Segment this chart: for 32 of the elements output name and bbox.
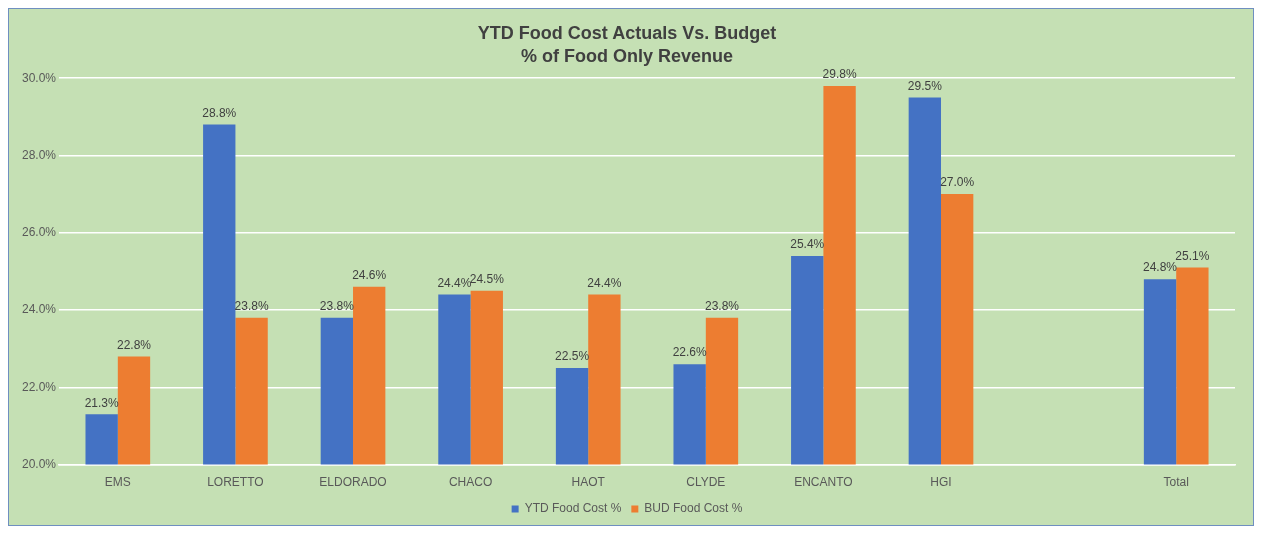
x-tick-label: ENCANTO	[794, 475, 853, 490]
data-label: 28.8%	[202, 105, 237, 120]
data-label: 29.5%	[907, 78, 943, 93]
y-tick-label: 30.0%	[21, 70, 57, 85]
x-tick-label: ELDORADO	[319, 475, 387, 490]
y-tick-label: 24.0%	[21, 302, 57, 317]
legend-label: BUD Food Cost %	[644, 501, 743, 516]
data-label: 24.6%	[352, 268, 387, 283]
x-tick-label: EMS	[104, 475, 131, 490]
data-label: 22.8%	[116, 337, 152, 352]
data-label: 25.4%	[790, 237, 825, 252]
x-tick-label: CHACO	[448, 475, 493, 490]
data-label: 24.8%	[1143, 260, 1178, 275]
data-label: 29.8%	[822, 67, 857, 82]
data-label: 25.1%	[1175, 248, 1210, 263]
y-tick-label: 26.0%	[21, 225, 57, 240]
data-label: 24.4%	[587, 275, 622, 290]
data-label: 27.0%	[940, 175, 975, 190]
y-tick-label: 28.0%	[21, 147, 57, 162]
y-tick-label: 22.0%	[21, 379, 57, 394]
chart-subtitle: % of Food Only Revenue	[520, 46, 734, 67]
data-label: 23.8%	[234, 299, 269, 314]
legend-label: YTD Food Cost %	[524, 501, 622, 516]
data-label: 24.4%	[437, 275, 472, 290]
chart-title: YTD Food Cost Actuals Vs. Budget	[477, 22, 777, 43]
x-tick-label: CLYDE	[686, 475, 726, 490]
y-tick-label: 20.0%	[21, 456, 57, 471]
x-tick-label: Total	[1163, 475, 1189, 490]
data-label: 23.8%	[704, 299, 740, 314]
x-tick-label: LORETTO	[207, 475, 264, 490]
x-tick-label: HGI	[930, 475, 952, 490]
x-tick-label: HAOT	[571, 475, 606, 490]
